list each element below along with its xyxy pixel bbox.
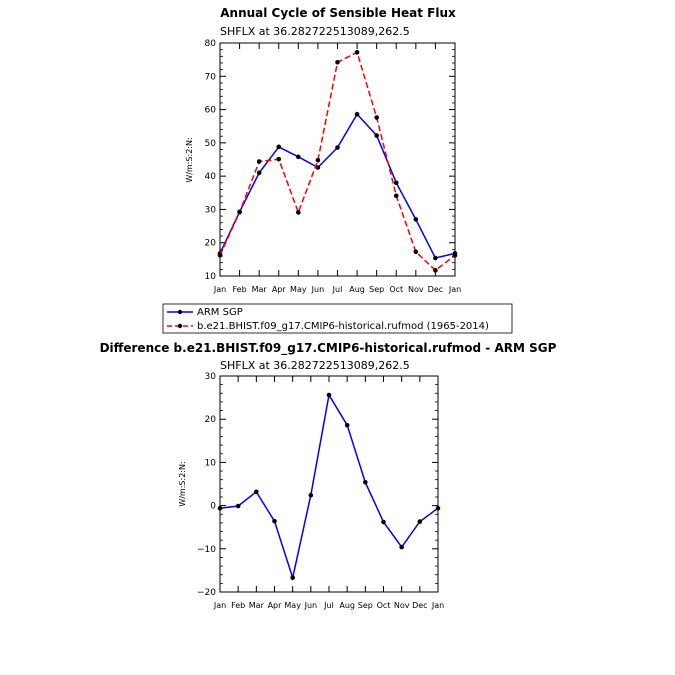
y-tick-label: 40: [205, 172, 217, 182]
y-tick-label: 50: [205, 139, 217, 149]
data-point: [363, 479, 368, 485]
data-point: [335, 145, 340, 150]
data-point: [413, 249, 419, 255]
y-tick-label: 70: [205, 72, 217, 82]
data-point: [276, 144, 282, 150]
x-tick-label: Jul: [323, 601, 334, 610]
x-tick-label: Sep: [369, 285, 384, 294]
x-tick-label: May: [290, 285, 307, 294]
x-tick-label: Oct: [377, 601, 391, 610]
y-tick-label: 10: [205, 458, 217, 468]
y-tick-label: 30: [205, 205, 217, 215]
x-tick-label: Aug: [349, 285, 365, 294]
x-tick-label: Nov: [394, 601, 410, 610]
x-tick-label: Jan: [213, 285, 226, 294]
data-point: [393, 193, 399, 199]
x-tick-label: Jun: [304, 601, 318, 610]
data-point: [435, 505, 441, 511]
x-tick-label: Jan: [448, 285, 461, 294]
y-tick-label: −20: [197, 588, 216, 598]
x-tick-label: Jun: [311, 285, 325, 294]
legend-label-model: b.e21.BHIST.f09_g17.CMIP6-historical.ruf…: [197, 321, 489, 332]
data-point: [308, 492, 314, 498]
x-tick-label: Mar: [252, 285, 268, 294]
data-point: [335, 60, 340, 65]
difference-chart: Difference b.e21.BHIST.f09_g17.CMIP6-his…: [100, 341, 557, 610]
x-tick-label: Apr: [268, 601, 283, 610]
y-tick-label: 20: [205, 239, 217, 249]
x-tick-label: Feb: [232, 285, 246, 294]
x-tick-label: Dec: [428, 285, 443, 294]
x-tick-label: Dec: [412, 601, 427, 610]
data-point: [413, 217, 419, 222]
x-tick-label: May: [284, 601, 301, 610]
data-point: [276, 156, 282, 162]
data-point: [433, 255, 438, 261]
data-point: [399, 544, 404, 550]
y-axis-label: W/m:S:2:N:: [185, 137, 194, 182]
x-tick-label: Mar: [249, 601, 265, 610]
x-tick-label: Feb: [231, 601, 245, 610]
y-tick-label: 60: [205, 106, 217, 116]
data-point: [217, 253, 223, 258]
y-tick-label: 10: [205, 272, 217, 282]
x-tick-label: Sep: [358, 601, 373, 610]
data-point: [237, 209, 242, 215]
legend-label-arm-sgp: ARM SGP: [197, 307, 243, 318]
x-tick-label: Jan: [213, 601, 226, 610]
data-point: [217, 505, 223, 511]
x-tick-label: Jan: [431, 601, 444, 610]
data-point: [256, 170, 262, 176]
data-point: [326, 392, 332, 398]
data-point: [354, 111, 360, 117]
data-point: [290, 575, 295, 581]
y-tick-label: −10: [197, 545, 216, 555]
data-point: [452, 253, 458, 258]
data-point: [344, 422, 350, 428]
data-point: [235, 503, 241, 509]
x-tick-label: Aug: [339, 601, 355, 610]
data-point: [354, 50, 360, 55]
data-point: [417, 519, 423, 524]
data-point: [381, 519, 386, 525]
x-tick-label: Oct: [389, 285, 403, 294]
legend-box: [162, 303, 513, 334]
y-tick-label: 30: [205, 372, 217, 382]
data-point: [433, 268, 438, 273]
data-point: [254, 489, 259, 495]
difference-chart-title: Difference b.e21.BHIST.f09_g17.CMIP6-his…: [100, 341, 557, 356]
data-point: [315, 157, 321, 163]
difference-chart-subtitle: SHFLX at 36.282722513089,262.5: [220, 359, 410, 372]
data-point: [296, 154, 301, 160]
x-tick-label: Nov: [408, 285, 424, 294]
chart-title: Annual Cycle of Sensible Heat Flux: [220, 6, 456, 20]
data-point: [374, 115, 379, 120]
y-tick-label: 80: [205, 39, 217, 49]
legend-marker-arm-sgp: [177, 309, 183, 315]
difference-y-axis-label: W/m:S:2:N:: [178, 461, 187, 506]
chart-subtitle: SHFLX at 36.282722513089,262.5: [220, 25, 410, 38]
data-point: [374, 133, 379, 138]
legend: ARM SGP b.e21.BHIST.f09_g17.CMIP6-histor…: [162, 303, 513, 334]
data-point: [256, 159, 262, 164]
data-point: [393, 180, 399, 186]
legend-marker-model: [177, 323, 183, 329]
data-point: [315, 165, 321, 170]
annual-cycle-chart: Annual Cycle of Sensible Heat Flux SHFLX…: [185, 6, 461, 294]
y-tick-label: 20: [205, 415, 217, 425]
x-tick-label: Jul: [332, 285, 343, 294]
x-tick-label: Apr: [272, 285, 287, 294]
data-point: [272, 518, 277, 524]
y-tick-label: 0: [210, 502, 216, 512]
data-point: [296, 210, 301, 215]
